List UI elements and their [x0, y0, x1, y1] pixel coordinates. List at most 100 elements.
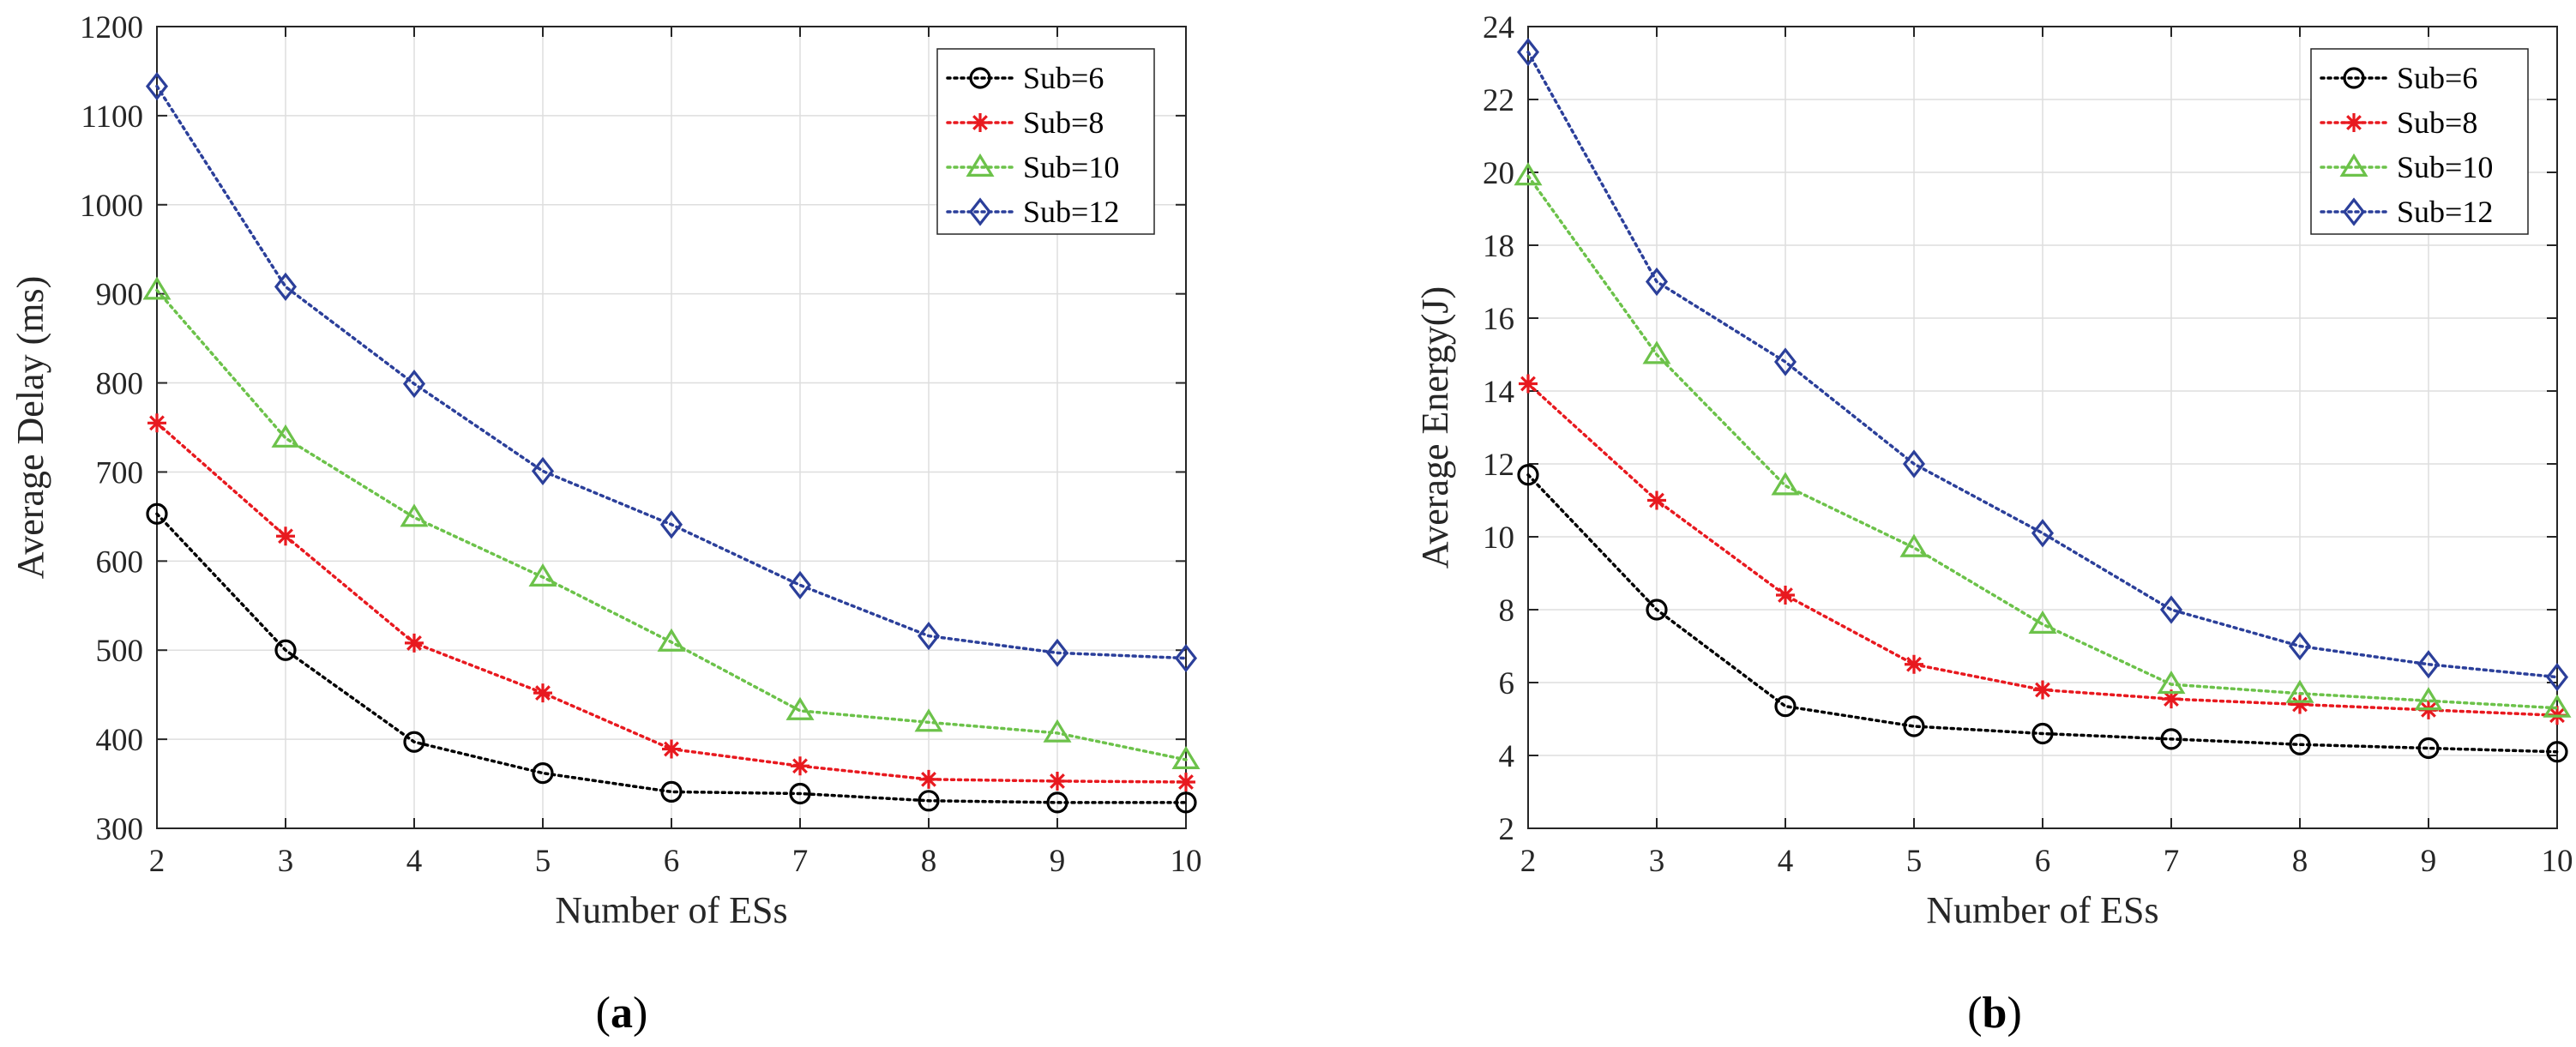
x-tick-label: 3: [1649, 844, 1665, 879]
data-point: [1174, 643, 1198, 673]
y-tick-label: 900: [96, 278, 144, 313]
data-point: [785, 696, 815, 720]
legend-entry: Sub=10: [2320, 150, 2493, 184]
data-point: [405, 633, 424, 653]
data-point: [403, 731, 425, 753]
series-sub-10: [142, 276, 1201, 769]
y-tick-label: 1100: [81, 99, 143, 135]
y-tick-label: 1200: [80, 10, 143, 45]
data-point: [789, 782, 811, 805]
legend: Sub=6 Sub=8 Sub=10 Sub=12: [2310, 48, 2529, 235]
x-tick-label: 7: [2164, 844, 2180, 879]
y-tick-label: 800: [96, 367, 144, 402]
panel-label: (a): [596, 989, 648, 1038]
legend-marker: [2344, 113, 2363, 132]
x-tick-label: 9: [2421, 844, 2437, 879]
legend-entry: Sub=12: [946, 195, 1119, 229]
x-axis-label: Number of ESs: [555, 889, 787, 931]
panel-label: (b): [1967, 989, 2022, 1038]
legend-marker: [966, 153, 995, 177]
data-point: [1899, 533, 1929, 557]
x-tick-label: 3: [278, 844, 294, 879]
data-point: [142, 276, 172, 300]
data-point: [2162, 689, 2181, 709]
data-point: [2285, 679, 2314, 703]
data-point: [1045, 638, 1069, 667]
data-point: [2031, 722, 2054, 745]
legend-entry: Sub=8: [2320, 105, 2477, 140]
legend-marker: [2343, 67, 2365, 89]
data-point: [1902, 449, 1926, 478]
data-point: [2028, 610, 2057, 634]
data-point: [2417, 650, 2441, 679]
y-axis-label: Average Delay (ms): [9, 276, 51, 579]
x-tick-label: 7: [792, 844, 809, 879]
legend-entry: Sub=8: [946, 105, 1104, 140]
x-tick-label: 5: [1906, 844, 1923, 879]
data-point: [788, 570, 812, 599]
x-tick-label: 10: [1171, 844, 1202, 879]
data-point: [2546, 741, 2568, 763]
legend-label: Sub=6: [1023, 61, 1104, 95]
x-tick-label: 8: [2292, 844, 2308, 879]
data-point: [1043, 719, 1072, 743]
legend-marker: [2342, 197, 2366, 226]
data-point: [1048, 771, 1067, 791]
legend-marker: [2339, 153, 2368, 177]
panel-label-open: (: [596, 989, 611, 1038]
x-tick-label: 9: [1050, 844, 1066, 879]
data-point: [917, 622, 941, 651]
series-line: [155, 84, 1188, 660]
data-point: [1771, 472, 1800, 496]
data-point: [1645, 267, 1669, 297]
legend-entry: Sub=10: [946, 150, 1119, 184]
x-tick-label: 4: [1778, 844, 1794, 879]
x-tick-label: 6: [2035, 844, 2051, 879]
series-sub-6: [1517, 464, 2568, 763]
data-point: [1171, 745, 1201, 769]
x-tick-label: 8: [921, 844, 937, 879]
data-point: [400, 503, 429, 527]
data-point: [402, 370, 426, 399]
data-point: [2160, 728, 2182, 750]
legend-label: Sub=8: [2397, 105, 2477, 140]
data-point: [1774, 695, 1797, 718]
data-point: [662, 739, 681, 759]
data-point: [1517, 464, 1539, 486]
data-point: [2288, 631, 2312, 661]
data-point: [1773, 347, 1797, 376]
panel-label-open: (: [1967, 989, 1982, 1038]
data-point: [2545, 663, 2569, 692]
series-line: [155, 512, 1188, 804]
data-point: [271, 424, 300, 448]
y-tick-label: 24: [1483, 10, 1514, 45]
data-point: [2414, 687, 2443, 711]
legend-entry: Sub=6: [2320, 61, 2477, 95]
legend: Sub=6 Sub=8 Sub=10 Sub=12: [936, 48, 1155, 235]
x-tick-label: 2: [149, 844, 166, 879]
data-point: [791, 756, 810, 776]
data-point: [657, 628, 686, 652]
x-tick-label: 2: [1520, 844, 1537, 879]
legend-entry: Sub=6: [946, 61, 1104, 95]
data-point: [274, 639, 297, 661]
legend-box: [2310, 48, 2529, 235]
data-point: [919, 769, 938, 789]
data-point: [2290, 695, 2309, 714]
y-tick-label: 10: [1483, 520, 1514, 556]
y-tick-label: 20: [1483, 156, 1514, 191]
legend-label: Sub=10: [1023, 150, 1119, 184]
data-point: [659, 510, 683, 539]
legend-label: Sub=12: [1023, 195, 1119, 229]
y-tick-label: 22: [1483, 83, 1514, 118]
data-point: [531, 456, 555, 485]
legend-label: Sub=6: [2397, 61, 2477, 95]
y-tick-label: 4: [1499, 739, 1515, 774]
series-sub-6: [146, 502, 1197, 814]
series-line: [1526, 174, 2559, 710]
data-point: [533, 683, 552, 703]
y-axis-label: Average Energy(J): [1414, 286, 1456, 569]
y-tick-label: 700: [96, 455, 144, 490]
